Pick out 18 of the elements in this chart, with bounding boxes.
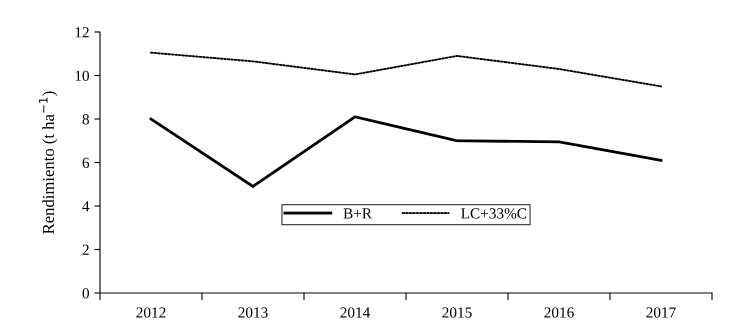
line-series (150, 115, 662, 188)
legend-label: B+R (343, 208, 372, 218)
y-tick-label: 10 (76, 70, 89, 81)
y-tick-label: 4 (82, 201, 90, 212)
y-tick-label: 12 (76, 27, 89, 38)
y-tick-label: 8 (82, 114, 89, 124)
x-tick-label: 2017 (646, 307, 676, 318)
y-tick-label: 2 (82, 244, 89, 255)
x-tick-label: 2014 (340, 307, 370, 318)
x-tick-label: 2013 (238, 307, 268, 318)
x-tick-label: 2012 (136, 307, 166, 318)
y-tick-label: 6 (82, 158, 90, 168)
legend-label: LC+33%C (461, 208, 526, 219)
y-tick-label: 0 (82, 288, 89, 298)
y-axis-title: Rendimiento (t ha$^{−1}$) (38, 91, 58, 234)
x-tick-label: 2015 (442, 307, 472, 318)
line-series (150, 52, 662, 88)
x-tick-label: 2016 (544, 307, 574, 318)
